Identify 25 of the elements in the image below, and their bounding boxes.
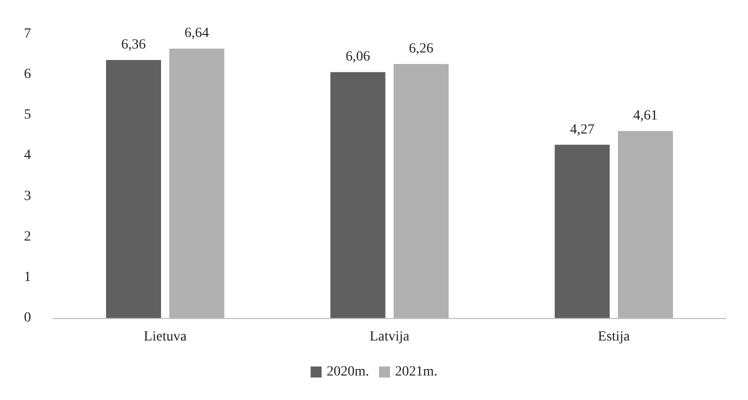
y-tick-label: 7: [24, 26, 31, 42]
y-tick-label: 0: [24, 310, 31, 326]
data-label: 6,36: [121, 37, 146, 52]
x-tick-label: Lietuva: [144, 330, 188, 344]
x-tick-label: Estija: [598, 330, 631, 344]
y-tick-label: 3: [24, 188, 31, 204]
x-tick-label: Latvija: [370, 330, 410, 344]
data-label: 6,26: [408, 42, 434, 57]
y-tick-label: 6: [24, 67, 31, 82]
data-label: 4,27: [570, 122, 594, 138]
bar: [554, 144, 610, 318]
bar: [618, 130, 673, 318]
legend-label: 2021m.: [395, 364, 438, 380]
bar: [169, 48, 224, 318]
bar: [330, 72, 386, 318]
y-tick-label: 5: [24, 108, 31, 123]
data-label: 6,64: [184, 26, 210, 42]
legend-label: 2020m.: [326, 364, 369, 380]
bar: [106, 60, 162, 318]
y-tick-label: 4: [24, 148, 31, 164]
y-tick-label: 1: [24, 270, 31, 285]
y-tick-label: 2: [24, 229, 31, 244]
bar: [394, 64, 449, 318]
data-label: 6,06: [346, 50, 370, 65]
data-label: 4,61: [633, 108, 658, 124]
